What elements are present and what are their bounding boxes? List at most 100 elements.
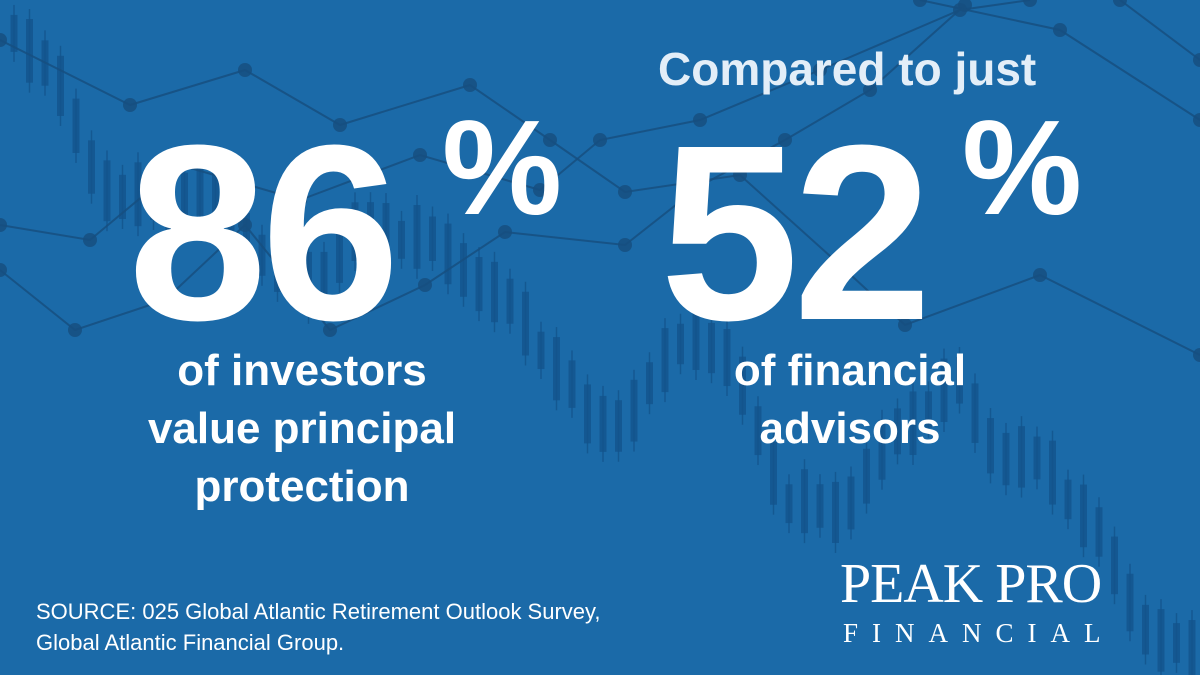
left-caption: of investors value principal protection <box>92 342 512 516</box>
trend-line <box>0 39 1200 356</box>
trend-point <box>238 218 252 232</box>
candle-body <box>785 484 793 524</box>
trend-point <box>83 233 97 247</box>
candle-body <box>320 251 328 303</box>
trend-point <box>68 323 82 337</box>
trend-point <box>898 318 912 332</box>
candle-body <box>847 476 855 530</box>
caption-line: of investors <box>177 346 427 395</box>
caption-line: advisors <box>759 404 941 453</box>
candle-body <box>1095 507 1103 557</box>
trend-point <box>498 225 512 239</box>
candle-body <box>971 383 979 443</box>
trend-point <box>1193 113 1200 127</box>
trend-point <box>1193 348 1200 362</box>
trend-point <box>238 63 252 77</box>
candle-body <box>770 441 777 505</box>
trend-point <box>733 168 747 182</box>
trend-point <box>323 323 337 337</box>
candle-body <box>398 220 405 259</box>
trend-line <box>1119 0 1200 61</box>
trend-point <box>863 83 877 97</box>
candle-body <box>1080 484 1087 548</box>
header-text: Compared to just <box>658 43 1037 95</box>
candle-body <box>165 173 173 237</box>
candle-body <box>956 356 963 404</box>
candle-body <box>212 165 219 222</box>
candle-body <box>491 261 498 323</box>
candle-body <box>181 172 188 221</box>
candle-body <box>646 362 653 405</box>
right-caption: of financial advisors <box>640 342 1060 458</box>
candle-body <box>677 323 684 365</box>
candle-body <box>584 384 591 444</box>
candle-body <box>460 243 467 297</box>
candle-body <box>801 469 808 534</box>
trend-point <box>693 179 707 193</box>
candle-body <box>72 98 80 153</box>
trend-point <box>1023 0 1037 7</box>
candle-body <box>723 329 731 387</box>
candle-body <box>227 193 235 245</box>
candle-body <box>832 481 839 543</box>
trend-point <box>1053 23 1067 37</box>
trend-point <box>158 293 172 307</box>
candle-body <box>88 140 95 194</box>
candle-body <box>150 181 157 220</box>
trend-point <box>173 158 187 172</box>
candle-body <box>1188 620 1196 675</box>
candle-body <box>10 14 18 52</box>
logo-name: PEAK PRO <box>840 553 1102 615</box>
candle-body <box>57 55 64 116</box>
trend-point <box>123 98 137 112</box>
candle-body <box>103 160 111 222</box>
candle-body <box>1173 623 1180 663</box>
trend-point <box>1033 268 1047 282</box>
trend-point <box>418 278 432 292</box>
candle-body <box>119 174 126 219</box>
caption-line: protection <box>194 462 410 511</box>
trend-point <box>413 148 427 162</box>
candle-body <box>351 202 359 261</box>
candle-body <box>336 226 343 283</box>
trend-point <box>593 133 607 147</box>
candle-body <box>258 234 266 276</box>
candle-body <box>444 223 452 285</box>
trend-point <box>533 183 547 197</box>
trend-point <box>0 263 7 277</box>
candle-body <box>615 400 622 452</box>
candle-body <box>630 379 638 442</box>
candle-body <box>553 337 560 401</box>
candle-body <box>754 406 762 456</box>
trend-point <box>833 258 847 272</box>
candle-body <box>429 216 436 261</box>
candle-body <box>1049 440 1056 505</box>
left-unit: % <box>442 92 563 243</box>
right-unit: % <box>962 92 1083 243</box>
candle-body <box>568 360 576 408</box>
candle-body <box>661 328 669 393</box>
trend-point <box>333 118 347 132</box>
candle-body <box>692 307 700 370</box>
candle-body <box>289 250 297 293</box>
trend-point <box>463 78 477 92</box>
source-line: Global Atlantic Financial Group. <box>36 630 345 655</box>
trend-line <box>0 4 966 332</box>
candle-body <box>894 408 901 455</box>
candle-body <box>134 162 142 227</box>
candle-body <box>1142 604 1149 655</box>
candle-body <box>475 257 483 312</box>
candle-body <box>1018 426 1025 488</box>
candle-body <box>909 391 917 456</box>
candle-body <box>925 391 932 428</box>
trend-point <box>693 113 707 127</box>
candle-body <box>506 278 514 324</box>
left-number: 86 <box>128 93 400 372</box>
right-number: 52 <box>660 93 932 372</box>
candle-body <box>739 356 746 415</box>
candle-body <box>878 419 886 480</box>
candle-body <box>413 205 421 269</box>
trend-point <box>618 238 632 252</box>
trend-point <box>0 218 7 232</box>
